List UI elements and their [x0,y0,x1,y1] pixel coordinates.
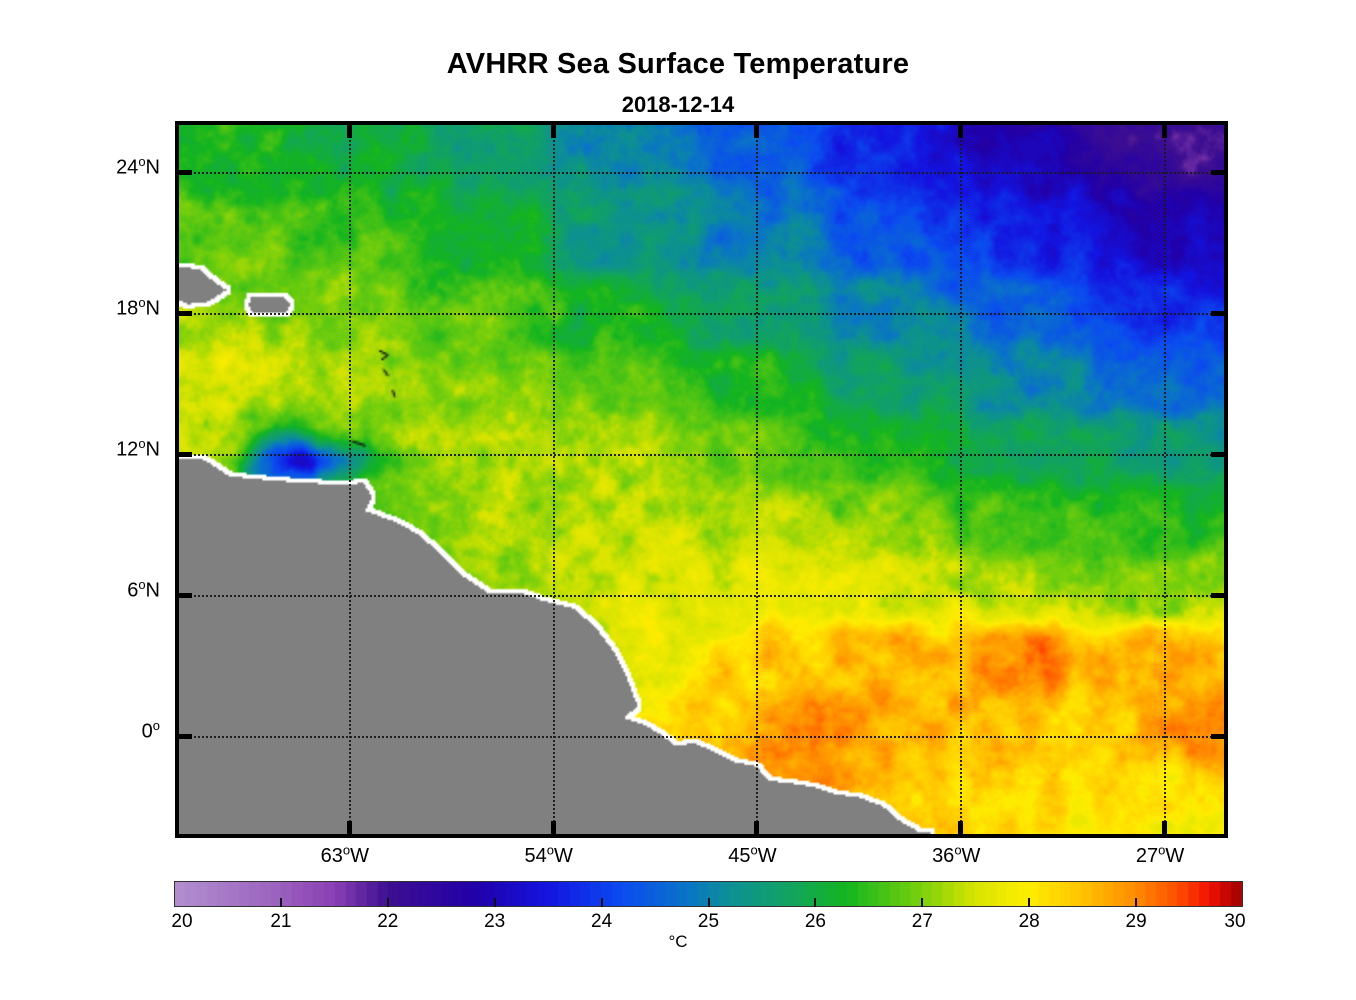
tickmark-lat-18 [179,311,192,317]
gridline-lon-45 [756,125,759,834]
gridline-lon-36 [960,125,963,834]
colorbar-tick-label: 30 [1224,911,1246,932]
tickmark-lat-6 [1211,593,1224,599]
colorbar-tick-label: 20 [171,911,193,932]
tickmark-lat-24 [179,170,192,176]
sst-heatmap-field [179,125,1224,834]
colorbar-tickmark-23 [493,898,496,907]
tickmark-lat-0 [179,734,192,740]
tickmark-lon-54 [550,125,556,138]
colorbar-tickmark-29 [1135,898,1138,907]
y-tick-label: 18oN [116,294,160,320]
colorbar-tick-label: 25 [697,911,720,932]
colorbar-tick-label: 28 [1018,911,1040,932]
gridline-lat-6 [179,595,1224,598]
colorbar-tick-label: 29 [1125,911,1147,932]
colorbar-tickmark-26 [814,898,817,907]
gridline-lat-0 [179,736,1224,739]
colorbar-units-label: °C [668,932,688,951]
tickmark-lat-24 [1211,170,1224,176]
x-tick-label: 54oW [524,842,573,867]
figure-subtitle: 2018-12-14 [621,92,735,117]
colorbar-tick-label: 22 [377,911,399,932]
colorbar-tick-label: 27 [911,911,933,932]
tickmark-lon-54 [550,821,556,834]
y-tick-label: 24oN [116,153,160,179]
colorbar-tickmark-28 [1028,898,1031,907]
tickmark-lon-27 [1162,821,1168,834]
tickmark-lon-36 [958,125,964,138]
map-axes[interactable] [175,121,1228,838]
tickmark-lat-6 [179,593,192,599]
colorbar-tick-label: 21 [270,911,292,932]
colorbar-tickmark-22 [386,898,389,907]
gridline-lat-12 [179,454,1224,457]
tickmark-lon-27 [1162,125,1168,138]
tickmark-lat-0 [1211,734,1224,740]
page-title: AVHRR Sea Surface Temperature [446,48,910,80]
gridline-lat-24 [179,172,1224,175]
y-tick-label: 6oN [127,577,160,602]
colorbar-tickmark-24 [600,898,603,907]
x-tick-label: 36oW [932,842,981,867]
tickmark-lat-12 [179,452,192,458]
tickmark-lon-63 [346,821,352,834]
tickmark-lat-12 [1211,452,1224,458]
gridline-lon-63 [348,125,351,834]
colorbar-tick-label: 24 [591,911,613,932]
tickmark-lon-36 [958,821,964,834]
x-tick-label: 27oW [1135,842,1185,867]
x-tick-label: 45oW [728,842,777,867]
y-tick-label: 0o [141,718,160,743]
tickmark-lon-45 [754,821,760,834]
gridline-lon-54 [552,125,555,834]
gridline-lon-27 [1164,125,1167,834]
colorbar-tickmark-21 [279,898,282,907]
y-tick-label: 12oN [116,435,160,461]
tickmark-lat-18 [1211,311,1224,317]
colorbar[interactable] [174,881,1243,907]
gridline-lat-18 [179,313,1224,316]
colorbar-tickmark-27 [921,898,924,907]
colorbar-tick-label: 23 [484,911,506,932]
colorbar-tick-label: 26 [804,911,826,932]
x-tick-label: 63oW [320,842,370,867]
colorbar-tickmark-25 [707,898,710,907]
tickmark-lon-45 [754,125,760,138]
tickmark-lon-63 [346,125,352,138]
